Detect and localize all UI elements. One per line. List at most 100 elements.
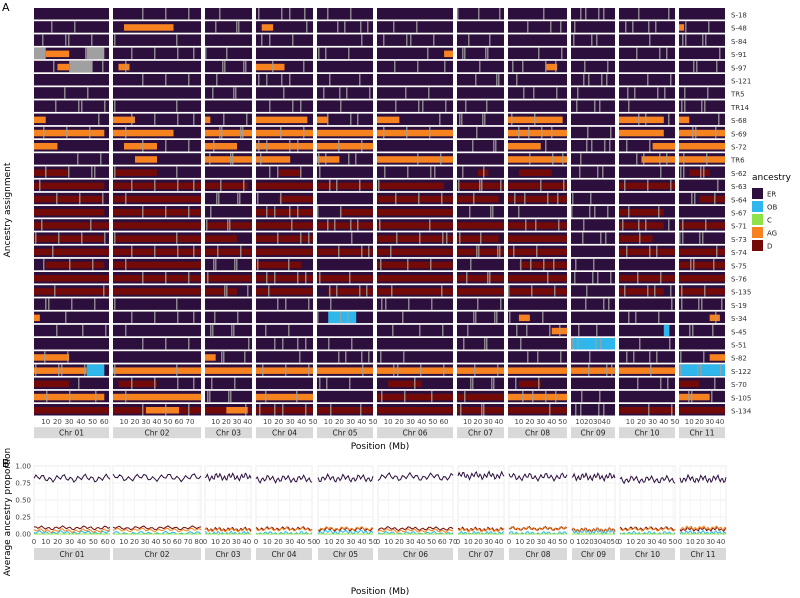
missing-mark <box>104 100 106 112</box>
missing-mark <box>257 258 259 271</box>
tick-label: 20 <box>274 418 283 426</box>
segment-d <box>317 182 373 190</box>
missing-mark <box>434 166 436 178</box>
missing-mark <box>715 311 717 324</box>
segment-ag <box>256 393 313 401</box>
tick-label: 50 <box>611 538 620 546</box>
segment-d <box>317 222 373 229</box>
missing-mark <box>670 74 672 86</box>
missing-mark <box>91 34 93 46</box>
track-S-70-chr03 <box>205 377 252 390</box>
missing-mark <box>573 34 575 46</box>
missing-mark <box>458 179 460 192</box>
missing-mark <box>231 324 233 337</box>
missing-mark <box>692 324 694 337</box>
missing-mark <box>242 126 244 139</box>
segment-d <box>377 275 453 282</box>
segment-d <box>619 235 653 242</box>
segment-ob <box>663 324 670 337</box>
missing-mark <box>715 126 717 139</box>
missing-mark <box>43 126 45 139</box>
track-S-97-chr02 <box>113 60 201 73</box>
missing-mark <box>516 74 518 86</box>
tick-label: 40 <box>357 418 366 426</box>
missing-mark <box>443 364 445 376</box>
track-S-121-chr01 <box>34 74 109 86</box>
tick-label: 10 <box>324 418 333 426</box>
missing-mark <box>233 324 235 337</box>
missing-mark <box>243 60 245 73</box>
missing-mark <box>689 324 691 337</box>
missing-mark <box>509 311 511 324</box>
facet-label: Chr 05 <box>332 429 357 438</box>
missing-mark <box>391 285 393 297</box>
track-S-48-chr08 <box>508 21 567 33</box>
missing-mark <box>639 232 641 244</box>
track-S-70-chr05 <box>317 377 373 390</box>
missing-mark <box>628 311 630 324</box>
missing-mark <box>457 8 459 20</box>
missing-mark <box>670 179 672 192</box>
missing-mark <box>53 60 55 73</box>
missing-mark <box>92 258 94 271</box>
facet-label: Chr 08 <box>525 550 550 559</box>
facet-strip <box>508 427 567 439</box>
sample-label: S-97 <box>731 64 747 72</box>
tick-label: 40 <box>716 538 725 546</box>
track-S-45-chr07 <box>457 324 504 337</box>
missing-mark <box>647 285 649 297</box>
sample-label: S-19 <box>731 302 747 310</box>
series-line-ag <box>619 526 676 532</box>
track-S-45-chr04 <box>256 324 313 337</box>
segment-d <box>679 248 725 256</box>
segment-ag <box>34 314 40 322</box>
missing-mark <box>45 298 47 310</box>
missing-mark <box>232 153 234 165</box>
missing-mark <box>394 60 396 73</box>
missing-mark <box>207 390 209 403</box>
missing-mark <box>490 206 492 218</box>
missing-mark <box>102 192 104 205</box>
missing-mark <box>522 60 524 73</box>
missing-mark <box>684 100 686 112</box>
missing-mark <box>193 377 195 390</box>
tick-label: 20 <box>335 418 344 426</box>
missing-mark <box>68 34 70 46</box>
missing-mark <box>211 377 213 390</box>
series-line-er <box>255 474 313 484</box>
missing-mark <box>237 311 239 324</box>
missing-mark <box>368 245 370 258</box>
missing-mark <box>266 140 268 152</box>
missing-mark <box>257 192 259 205</box>
tick-label: 10 <box>384 418 393 426</box>
track-S-73-chr09 <box>571 232 615 244</box>
missing-mark <box>329 179 331 192</box>
track-S-105-chr05 <box>317 390 373 403</box>
missing-mark <box>545 60 547 73</box>
segment-ag <box>679 116 690 124</box>
missing-mark <box>381 390 383 403</box>
panel-b-xlabel: Position (Mb) <box>351 587 409 597</box>
track-S-34-chr06 <box>377 311 453 324</box>
track-S-68-chr05 <box>317 113 373 126</box>
missing-mark <box>319 272 321 284</box>
tick-label: 20 <box>53 418 62 426</box>
tick-label: 10 <box>263 538 272 546</box>
missing-mark <box>444 60 446 73</box>
tick-label: 40 <box>151 538 160 546</box>
missing-mark <box>361 34 363 46</box>
missing-mark <box>536 245 538 258</box>
facet-label: Chr 03 <box>215 550 240 559</box>
missing-mark <box>484 113 486 126</box>
segment-ag <box>261 24 274 31</box>
missing-mark <box>224 60 226 73</box>
missing-mark <box>721 298 723 310</box>
track-S-45-chr03 <box>205 324 252 337</box>
missing-mark <box>390 245 392 258</box>
missing-mark <box>300 166 302 178</box>
segment-gr <box>86 47 105 60</box>
missing-mark <box>300 232 302 244</box>
segment-d <box>508 182 567 190</box>
tick-label: 60 <box>175 418 184 426</box>
tick-label: 10 <box>119 538 128 546</box>
